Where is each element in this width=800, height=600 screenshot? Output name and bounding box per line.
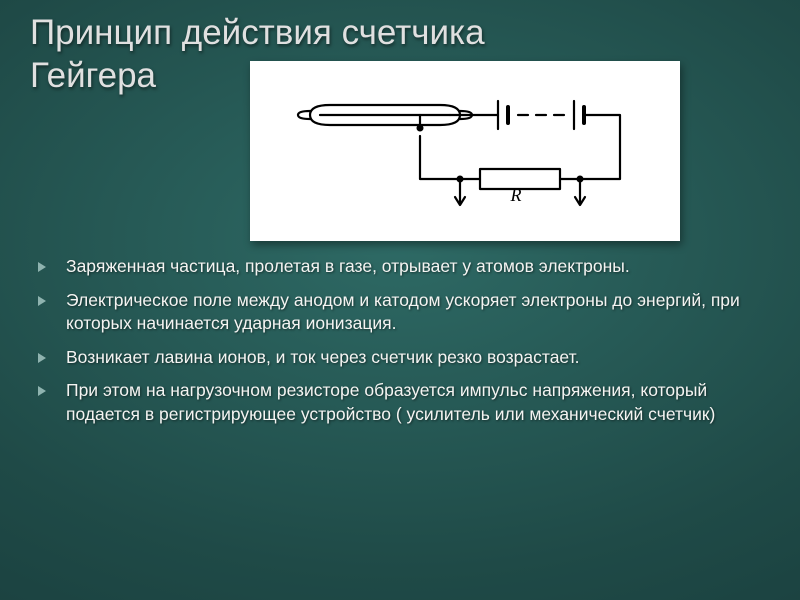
circuit-diagram: R [250, 61, 680, 241]
bullet-text: При этом на нагрузочном резисторе образу… [66, 380, 715, 423]
tube-seal-left [298, 111, 310, 119]
bullet-text: Электрическое поле между анодом и катодо… [66, 290, 740, 333]
bullet-text: Возникает лавина ионов, и ток через счет… [66, 347, 580, 367]
bullet-list: Заряженная частица, пролетая в газе, отр… [30, 255, 770, 426]
circuit-svg: R [250, 61, 680, 241]
resistor-label: R [510, 185, 522, 205]
wire-left-bottom [420, 136, 480, 179]
list-item: Электрическое поле между анодом и катодо… [32, 289, 768, 336]
list-item: При этом на нагрузочном резисторе образу… [32, 379, 768, 426]
wire-right-down [560, 115, 620, 179]
title-line-2: Гейгера [30, 56, 156, 95]
list-item: Заряженная частица, пролетая в газе, отр… [32, 255, 768, 278]
list-item: Возникает лавина ионов, и ток через счет… [32, 346, 768, 369]
title-line-1: Принцип действия счетчика [30, 13, 485, 52]
bullet-text: Заряженная частица, пролетая в газе, отр… [66, 256, 630, 276]
